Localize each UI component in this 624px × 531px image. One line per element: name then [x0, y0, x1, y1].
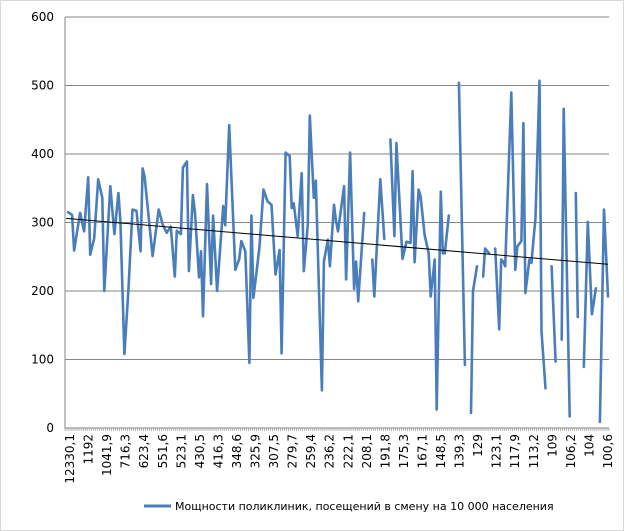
x-tick-label: 175,3 [397, 434, 411, 468]
x-axis: 12330,1 1192 1041,9 716,3 623,4 551,6 523,1 430… [63, 17, 615, 484]
y-tick-label: 500 [31, 79, 54, 93]
x-tick-label: 113,2 [527, 434, 541, 468]
series-lines [66, 79, 610, 424]
series-line-segment [560, 107, 572, 418]
series-line-segment [574, 191, 580, 319]
x-tick-label: 148,5 [434, 434, 448, 468]
x-tick-label: 716,3 [119, 434, 133, 468]
x-tick-label: 307,5 [267, 434, 281, 468]
x-tick-label: 222,1 [341, 434, 355, 468]
x-tick-label: 106,2 [564, 434, 578, 468]
series-line-segment [493, 79, 547, 390]
y-axis-tick-labels: 0 100 200 300 400 500 600 [31, 10, 54, 435]
series-line-segment [582, 220, 598, 369]
trendline [65, 217, 609, 265]
series-line-segment [481, 247, 491, 278]
x-tick-label: 117,9 [508, 434, 522, 468]
x-tick-label: 236,2 [323, 434, 337, 468]
y-tick-label: 200 [31, 284, 54, 298]
y-tick-label: 600 [31, 10, 54, 24]
x-tick-label: 104 [582, 434, 596, 457]
x-tick-label: 551,6 [156, 434, 170, 468]
series-line-segment [469, 264, 479, 415]
x-tick-label: 139,3 [453, 434, 467, 468]
series-line-segment [370, 178, 386, 298]
x-tick-label: 416,3 [211, 434, 225, 468]
x-tick-label: 191,8 [378, 434, 392, 468]
x-tick-label: 109 [545, 434, 559, 457]
series-line-segment [550, 264, 557, 363]
y-tick-label: 300 [31, 216, 54, 230]
legend: Мощности поликлиник, посещений в смену н… [144, 500, 554, 513]
linear-trendline [65, 217, 609, 265]
x-tick-label: 523,1 [174, 434, 188, 468]
y-tick-label: 100 [31, 353, 54, 367]
x-tick-label: 100,6 [601, 434, 615, 468]
series-line-segment [598, 208, 610, 424]
x-tick-label: 279,7 [286, 434, 300, 468]
series-line-segment [457, 81, 467, 367]
x-tick-label: 1041,9 [100, 434, 114, 476]
x-tick-label: 208,1 [360, 434, 374, 468]
x-tick-label: 623,4 [137, 434, 151, 468]
x-tick-label: 167,1 [415, 434, 429, 468]
series-line-segment [389, 138, 451, 411]
x-tick-label: 259,4 [304, 434, 318, 468]
x-tick-label: 1192 [82, 434, 96, 465]
y-tick-label: 0 [46, 421, 54, 435]
y-tick-label: 400 [31, 147, 54, 161]
series-line-segment [66, 114, 366, 392]
x-tick-label: 129 [471, 434, 485, 457]
legend-label: Мощности поликлиник, посещений в смену н… [175, 500, 554, 513]
x-tick-label: 348,6 [230, 434, 244, 468]
x-tick-label: 12330,1 [63, 434, 77, 484]
x-tick-label: 123,1 [490, 434, 504, 468]
x-tick-label: 325,9 [249, 434, 263, 468]
x-tick-label: 430,5 [193, 434, 207, 468]
